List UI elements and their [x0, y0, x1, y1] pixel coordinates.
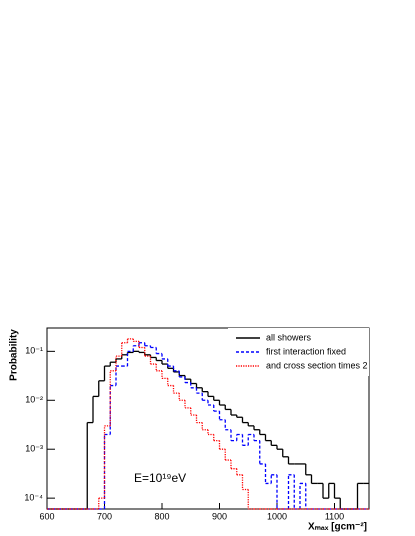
y-axis-title: Probability — [9, 329, 20, 381]
y-tick-label: 10⁻³ — [25, 444, 43, 454]
annotation: E=10¹⁹eV — [134, 471, 186, 485]
x-tick-label: 1000 — [267, 511, 287, 521]
x-axis-title: Xₘₐₓ [gcm⁻²] — [308, 522, 367, 533]
y-tick-label: 10⁻² — [25, 395, 43, 405]
plot-frame — [46, 327, 370, 510]
x-tick-label: 900 — [212, 511, 227, 521]
x-tick-label: 1100 — [325, 511, 344, 521]
legend-label: and cross section times 2 — [266, 360, 368, 370]
x-tick-label: 800 — [154, 511, 169, 521]
x-tick-label: 700 — [97, 511, 112, 521]
y-tick-label: 10⁻¹ — [25, 346, 43, 356]
x-tick-label: 600 — [39, 511, 54, 521]
legend-label: all showers — [266, 332, 312, 342]
y-tick-label: 10⁻⁴ — [24, 493, 43, 503]
legend-label: first interaction fixed — [266, 346, 346, 356]
